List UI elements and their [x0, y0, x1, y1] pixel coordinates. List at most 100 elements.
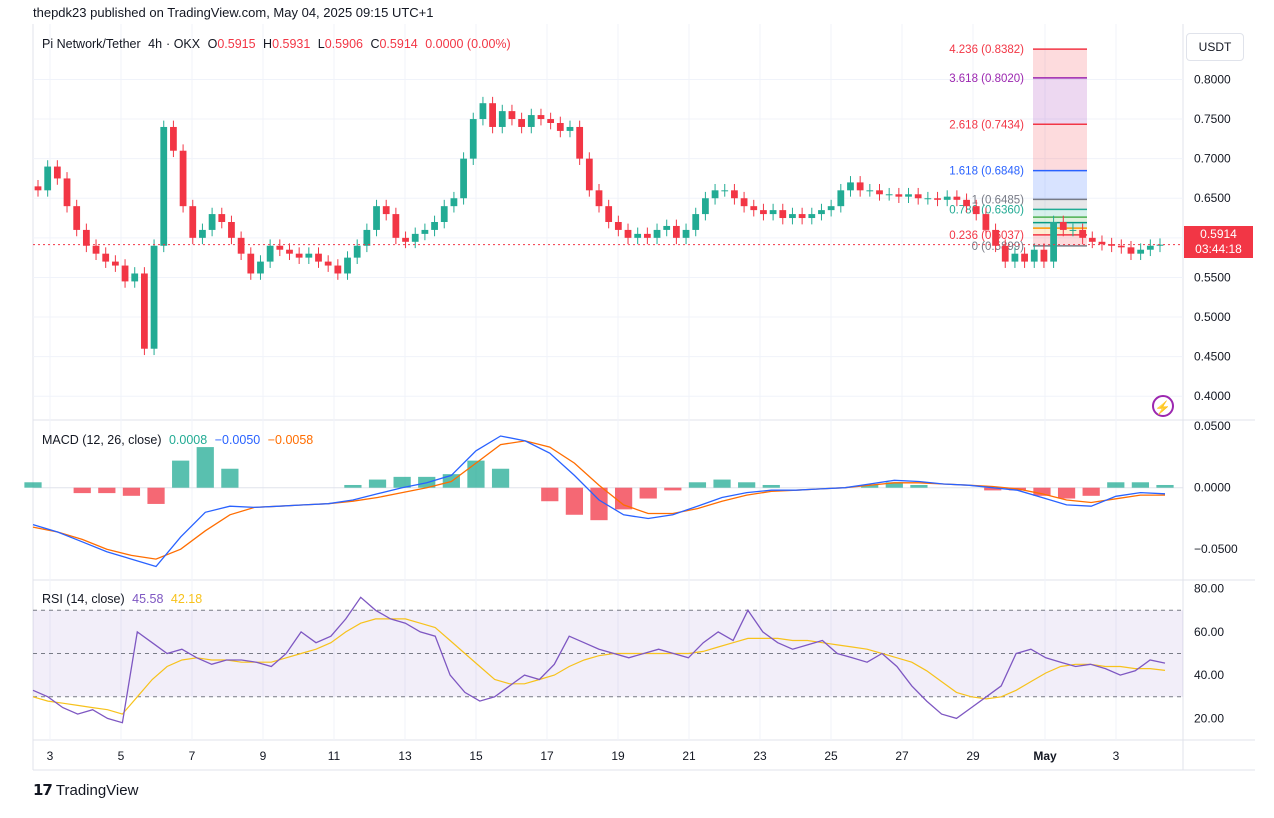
candle-body — [324, 261, 332, 266]
rsi-line — [32, 596, 1166, 724]
candle-body — [63, 178, 71, 207]
candle-body — [421, 229, 429, 234]
rsi-tick-label: 60.00 — [1194, 625, 1224, 639]
time-tick-label: 11 — [328, 749, 341, 763]
candle-body — [537, 115, 545, 120]
candle-body — [170, 126, 177, 151]
fib-level-label: 2.618 (0.7434) — [949, 119, 1024, 131]
candle-body — [972, 206, 980, 215]
candle-body — [363, 229, 371, 246]
candle-body — [450, 198, 458, 207]
candle-body — [102, 253, 110, 262]
macd-histogram-bar — [196, 447, 214, 488]
symbol-interval: 4h — [148, 37, 163, 51]
candle-body — [1117, 245, 1125, 248]
candle-body — [914, 194, 922, 199]
candle-body — [392, 214, 400, 238]
candle-body — [315, 253, 322, 262]
candle-body — [566, 126, 574, 131]
candle-body — [527, 115, 535, 127]
candle-body — [1011, 253, 1019, 262]
time-tick-label: 15 — [469, 749, 483, 763]
candle-body — [653, 229, 661, 238]
last-price-value: 0.5914 — [1200, 227, 1237, 241]
macd-signal-value: −0.0058 — [267, 433, 314, 447]
tradingview-mark-icon: 𝟭𝟳 — [33, 782, 53, 799]
tradingview-logo[interactable]: 𝟭𝟳 TradingView — [33, 781, 138, 800]
candle-body — [34, 186, 42, 191]
macd-histogram-bar — [861, 484, 879, 488]
rsi-ma-line — [32, 618, 1166, 715]
candle-body — [1030, 249, 1038, 262]
candle-body — [702, 198, 709, 215]
time-tick-label: 5 — [118, 749, 125, 763]
macd-histogram-bar — [910, 484, 928, 488]
fib-zone — [1033, 170, 1087, 200]
candle-body — [692, 214, 700, 230]
open-value: 0.5915 — [217, 37, 256, 51]
symbol-name: Pi Network/Tether — [42, 37, 141, 51]
candle-body — [1127, 247, 1135, 254]
candle-body — [334, 265, 342, 274]
candle-body — [469, 119, 477, 159]
candle-body — [479, 103, 487, 120]
time-tick-label: 27 — [895, 749, 909, 763]
macd-histogram-bar — [713, 479, 731, 488]
macd-histogram-bar — [1082, 487, 1100, 496]
fib-level-label: 1 (0.6485) — [972, 194, 1025, 206]
candle-body — [1137, 249, 1145, 254]
fib-level-label: 0.786 (0.6360) — [949, 204, 1024, 216]
candle-body — [634, 233, 642, 238]
candle-body — [876, 190, 883, 195]
time-tick-label: May — [1033, 749, 1057, 763]
candle-body — [595, 190, 603, 207]
candle-body — [672, 225, 680, 238]
candle-body — [295, 253, 303, 258]
macd-histogram-bar — [639, 487, 657, 499]
rsi-tick-label: 40.00 — [1194, 668, 1224, 682]
fib-zone — [1033, 234, 1087, 246]
candle-body — [53, 166, 61, 179]
macd-histogram-bar — [344, 484, 362, 488]
candle-body — [353, 245, 361, 258]
fib-zone — [1033, 209, 1087, 218]
fib-zone — [1033, 77, 1087, 125]
bar-countdown: 03:44:18 — [1195, 242, 1242, 256]
candle-body — [866, 190, 874, 192]
symbol-legend: Pi Network/Tether 4h · OKX O0.5915 H0.593… — [42, 37, 511, 51]
candle-body — [344, 257, 351, 274]
currency-button[interactable]: USDT — [1186, 33, 1244, 61]
candle-body — [760, 210, 767, 215]
macd-histogram-bar — [885, 482, 903, 488]
candle-body — [682, 229, 690, 238]
time-tick-label: 17 — [540, 749, 554, 763]
candle-body — [131, 273, 139, 282]
rsi-tick-label: 80.00 — [1194, 582, 1224, 596]
macd-histogram-bar — [491, 468, 510, 488]
candle-body — [943, 196, 951, 200]
candle-body — [982, 214, 990, 230]
candle-body — [73, 206, 81, 230]
macd-histogram-bar — [24, 482, 42, 488]
time-tick-label: 9 — [260, 749, 267, 763]
time-tick-label: 19 — [611, 749, 625, 763]
time-tick-label: 21 — [682, 749, 696, 763]
candle-body — [518, 119, 526, 127]
candle-body — [228, 222, 235, 238]
candle-body — [547, 119, 555, 123]
low-value: 0.5906 — [324, 37, 363, 51]
macd-histogram-bar — [541, 487, 559, 502]
price-tick-label: 0.4000 — [1194, 389, 1231, 403]
candle-body — [160, 126, 168, 246]
candle-body — [1079, 229, 1087, 238]
candle-body — [1146, 245, 1154, 250]
candle-body — [614, 222, 622, 230]
macd-title: MACD (12, 26, close) — [42, 433, 162, 447]
open-label: O — [207, 37, 218, 51]
candle-body — [1021, 253, 1028, 262]
candle-body — [440, 206, 448, 222]
lightning-icon[interactable]: ⚡ — [1152, 395, 1174, 417]
price-tick-label: 0.5000 — [1194, 310, 1231, 324]
price-tick-label: 0.4500 — [1194, 350, 1231, 364]
